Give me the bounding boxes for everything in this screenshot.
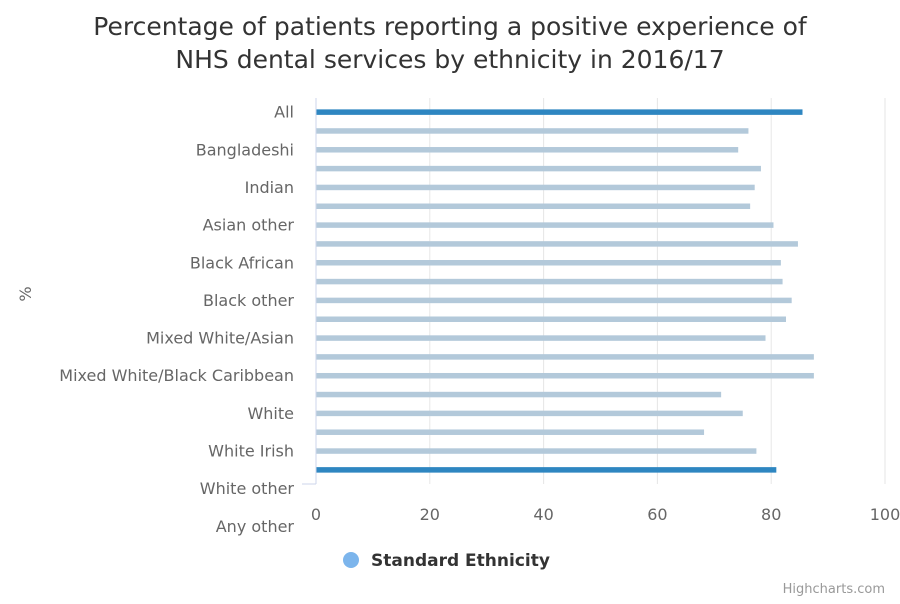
y-category-label: Black other bbox=[203, 291, 294, 310]
chart-title-line-1: Percentage of patients reporting a posit… bbox=[93, 12, 808, 41]
bar[interactable] bbox=[316, 467, 777, 473]
bar[interactable] bbox=[316, 128, 749, 134]
bar[interactable] bbox=[316, 184, 755, 191]
y-axis: All Bangladeshi Indian Asian other Black Afr… bbox=[59, 98, 317, 536]
bar[interactable] bbox=[316, 260, 781, 266]
x-tick-label: 40 bbox=[533, 505, 553, 524]
bar[interactable] bbox=[316, 241, 798, 247]
y-category-label: Mixed White/Asian bbox=[146, 329, 294, 348]
bar[interactable] bbox=[316, 372, 814, 379]
bar[interactable] bbox=[316, 109, 803, 115]
credits-link[interactable]: Highcharts.com bbox=[783, 582, 885, 597]
x-tick-label: 100 bbox=[870, 505, 900, 524]
y-category-label: White Irish bbox=[208, 442, 294, 461]
y-category-label: White other bbox=[200, 479, 295, 498]
bar[interactable] bbox=[316, 316, 786, 322]
y-axis-title: % bbox=[16, 286, 35, 301]
bar[interactable] bbox=[316, 222, 774, 228]
bar[interactable] bbox=[316, 335, 766, 341]
x-tick-label: 0 bbox=[311, 505, 321, 524]
legend[interactable]: Standard Ethnicity bbox=[343, 551, 550, 571]
x-axis: 0 20 40 60 80 100 bbox=[311, 505, 900, 524]
y-category-label: Indian bbox=[245, 178, 294, 197]
bar[interactable] bbox=[316, 429, 705, 435]
bar[interactable] bbox=[316, 278, 783, 285]
y-category-label: Bangladeshi bbox=[196, 140, 294, 159]
legend-label[interactable]: Standard Ethnicity bbox=[371, 551, 550, 571]
x-tick-label: 60 bbox=[647, 505, 667, 524]
grid-lines bbox=[429, 98, 886, 484]
bar[interactable] bbox=[316, 391, 722, 398]
bar[interactable] bbox=[316, 448, 757, 454]
x-tick-label: 20 bbox=[420, 505, 440, 524]
bar[interactable] bbox=[316, 203, 751, 210]
y-category-label: White bbox=[247, 404, 294, 423]
y-category-label: Black African bbox=[190, 253, 294, 272]
bar[interactable] bbox=[316, 165, 761, 172]
bar[interactable] bbox=[316, 297, 792, 304]
bar[interactable] bbox=[316, 354, 814, 360]
x-tick-label: 80 bbox=[761, 505, 781, 524]
bar[interactable] bbox=[316, 147, 739, 153]
y-category-label: All bbox=[274, 103, 294, 122]
legend-marker-icon[interactable] bbox=[343, 552, 359, 568]
y-category-label: Asian other bbox=[203, 216, 295, 235]
bar-series[interactable] bbox=[316, 109, 814, 473]
chart-title-line-2: NHS dental services by ethnicity in 2016… bbox=[175, 45, 724, 74]
y-category-label: Mixed White/Black Caribbean bbox=[59, 366, 294, 385]
bar[interactable] bbox=[316, 410, 743, 417]
y-category-label: Any other bbox=[216, 517, 295, 536]
